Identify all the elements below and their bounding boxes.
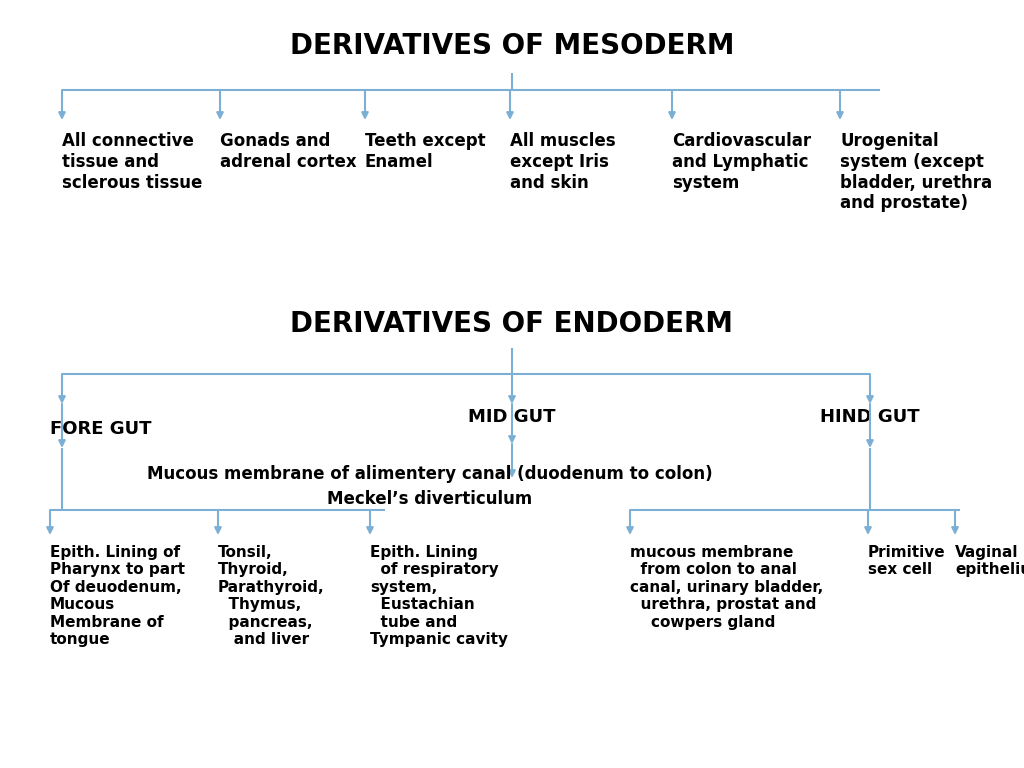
Text: FORE GUT: FORE GUT	[50, 420, 152, 438]
Text: MID GUT: MID GUT	[468, 408, 556, 426]
Text: Urogenital
system (except
bladder, urethra
and prostate): Urogenital system (except bladder, ureth…	[840, 132, 992, 213]
Text: Tonsil,
Thyroid,
Parathyroid,
  Thymus,
  pancreas,
   and liver: Tonsil, Thyroid, Parathyroid, Thymus, pa…	[218, 545, 325, 647]
Text: Mucous membrane of alimentery canal (duodenum to colon): Mucous membrane of alimentery canal (duo…	[147, 465, 713, 483]
Text: DERIVATIVES OF MESODERM: DERIVATIVES OF MESODERM	[290, 32, 734, 60]
Text: Primitive
sex cell: Primitive sex cell	[868, 545, 945, 578]
Text: All muscles
except Iris
and skin: All muscles except Iris and skin	[510, 132, 615, 191]
Text: Teeth except
Enamel: Teeth except Enamel	[365, 132, 485, 170]
Text: Vaginal
epithelium: Vaginal epithelium	[955, 545, 1024, 578]
Text: mucous membrane
  from colon to anal
canal, urinary bladder,
  urethra, prostat : mucous membrane from colon to anal canal…	[630, 545, 823, 630]
Text: Epith. Lining of
Pharynx to part
Of deuodenum,
Mucous
Membrane of
tongue: Epith. Lining of Pharynx to part Of deuo…	[50, 545, 185, 647]
Text: Epith. Lining
  of respiratory
system,
  Eustachian
  tube and
Tympanic cavity: Epith. Lining of respiratory system, Eus…	[370, 545, 508, 647]
Text: All connective
tissue and
sclerous tissue: All connective tissue and sclerous tissu…	[62, 132, 203, 191]
Text: DERIVATIVES OF ENDODERM: DERIVATIVES OF ENDODERM	[291, 310, 733, 338]
Text: Gonads and
adrenal cortex: Gonads and adrenal cortex	[220, 132, 356, 170]
Text: Meckel’s diverticulum: Meckel’s diverticulum	[328, 490, 532, 508]
Text: Cardiovascular
and Lymphatic
system: Cardiovascular and Lymphatic system	[672, 132, 811, 191]
Text: HIND GUT: HIND GUT	[820, 408, 920, 426]
